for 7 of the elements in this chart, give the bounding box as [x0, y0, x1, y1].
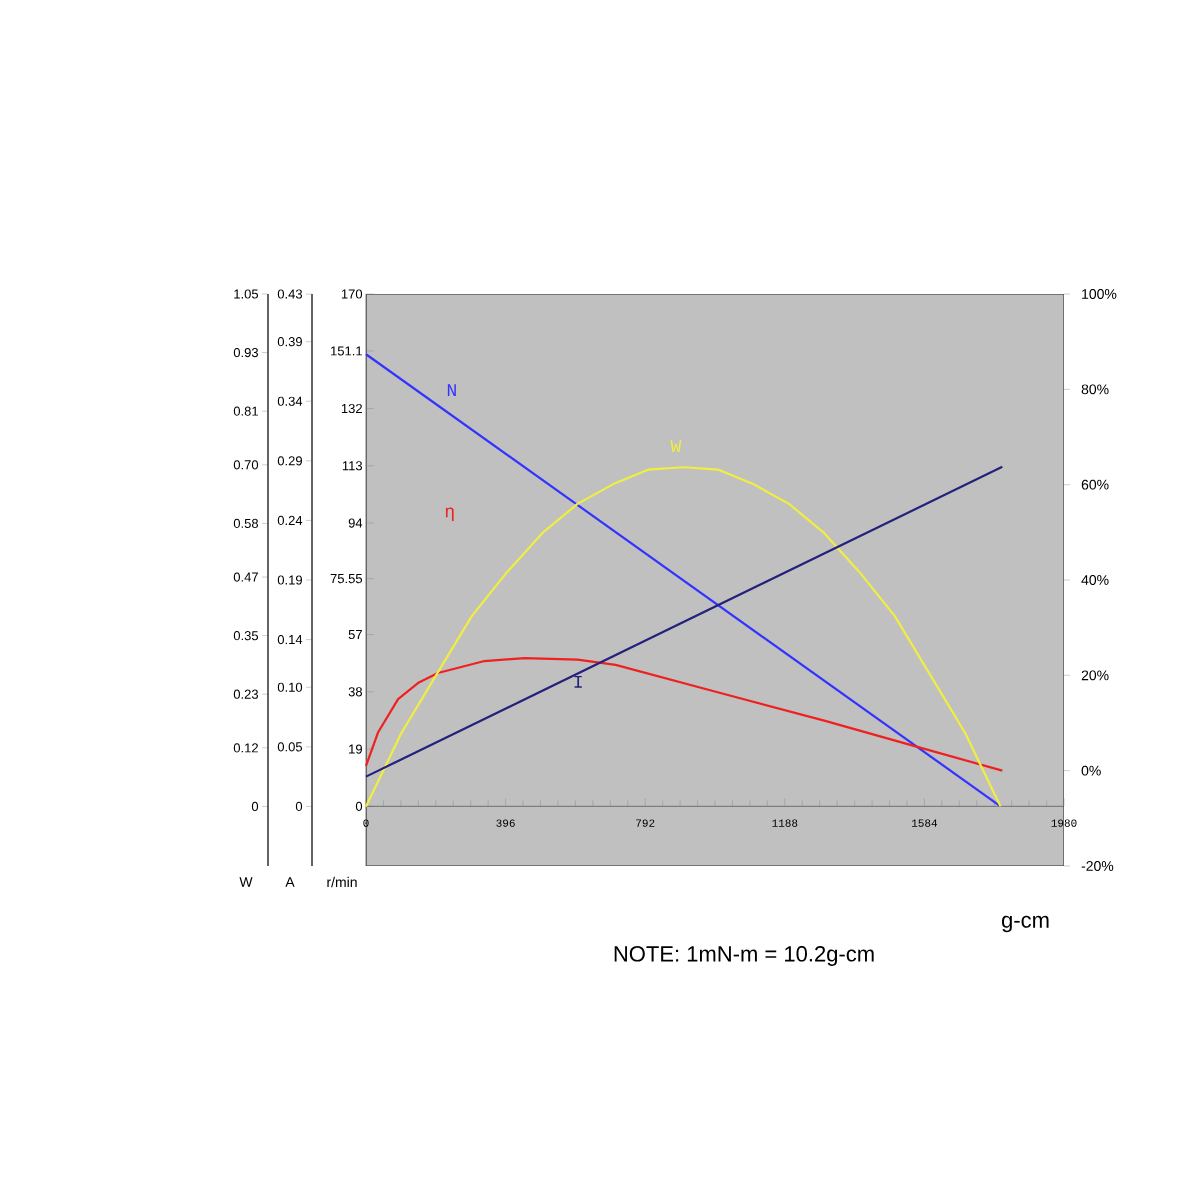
series-label: W: [670, 440, 682, 453]
series-label: I: [574, 675, 582, 688]
x-axis-title: g-cm: [1001, 915, 1049, 933]
line-series: [364, 657, 1004, 772]
text: NOTE: 1mN-m = 10.2g-cm: [614, 946, 874, 966]
text: η: [445, 507, 454, 521]
series-label: N: [447, 384, 456, 397]
